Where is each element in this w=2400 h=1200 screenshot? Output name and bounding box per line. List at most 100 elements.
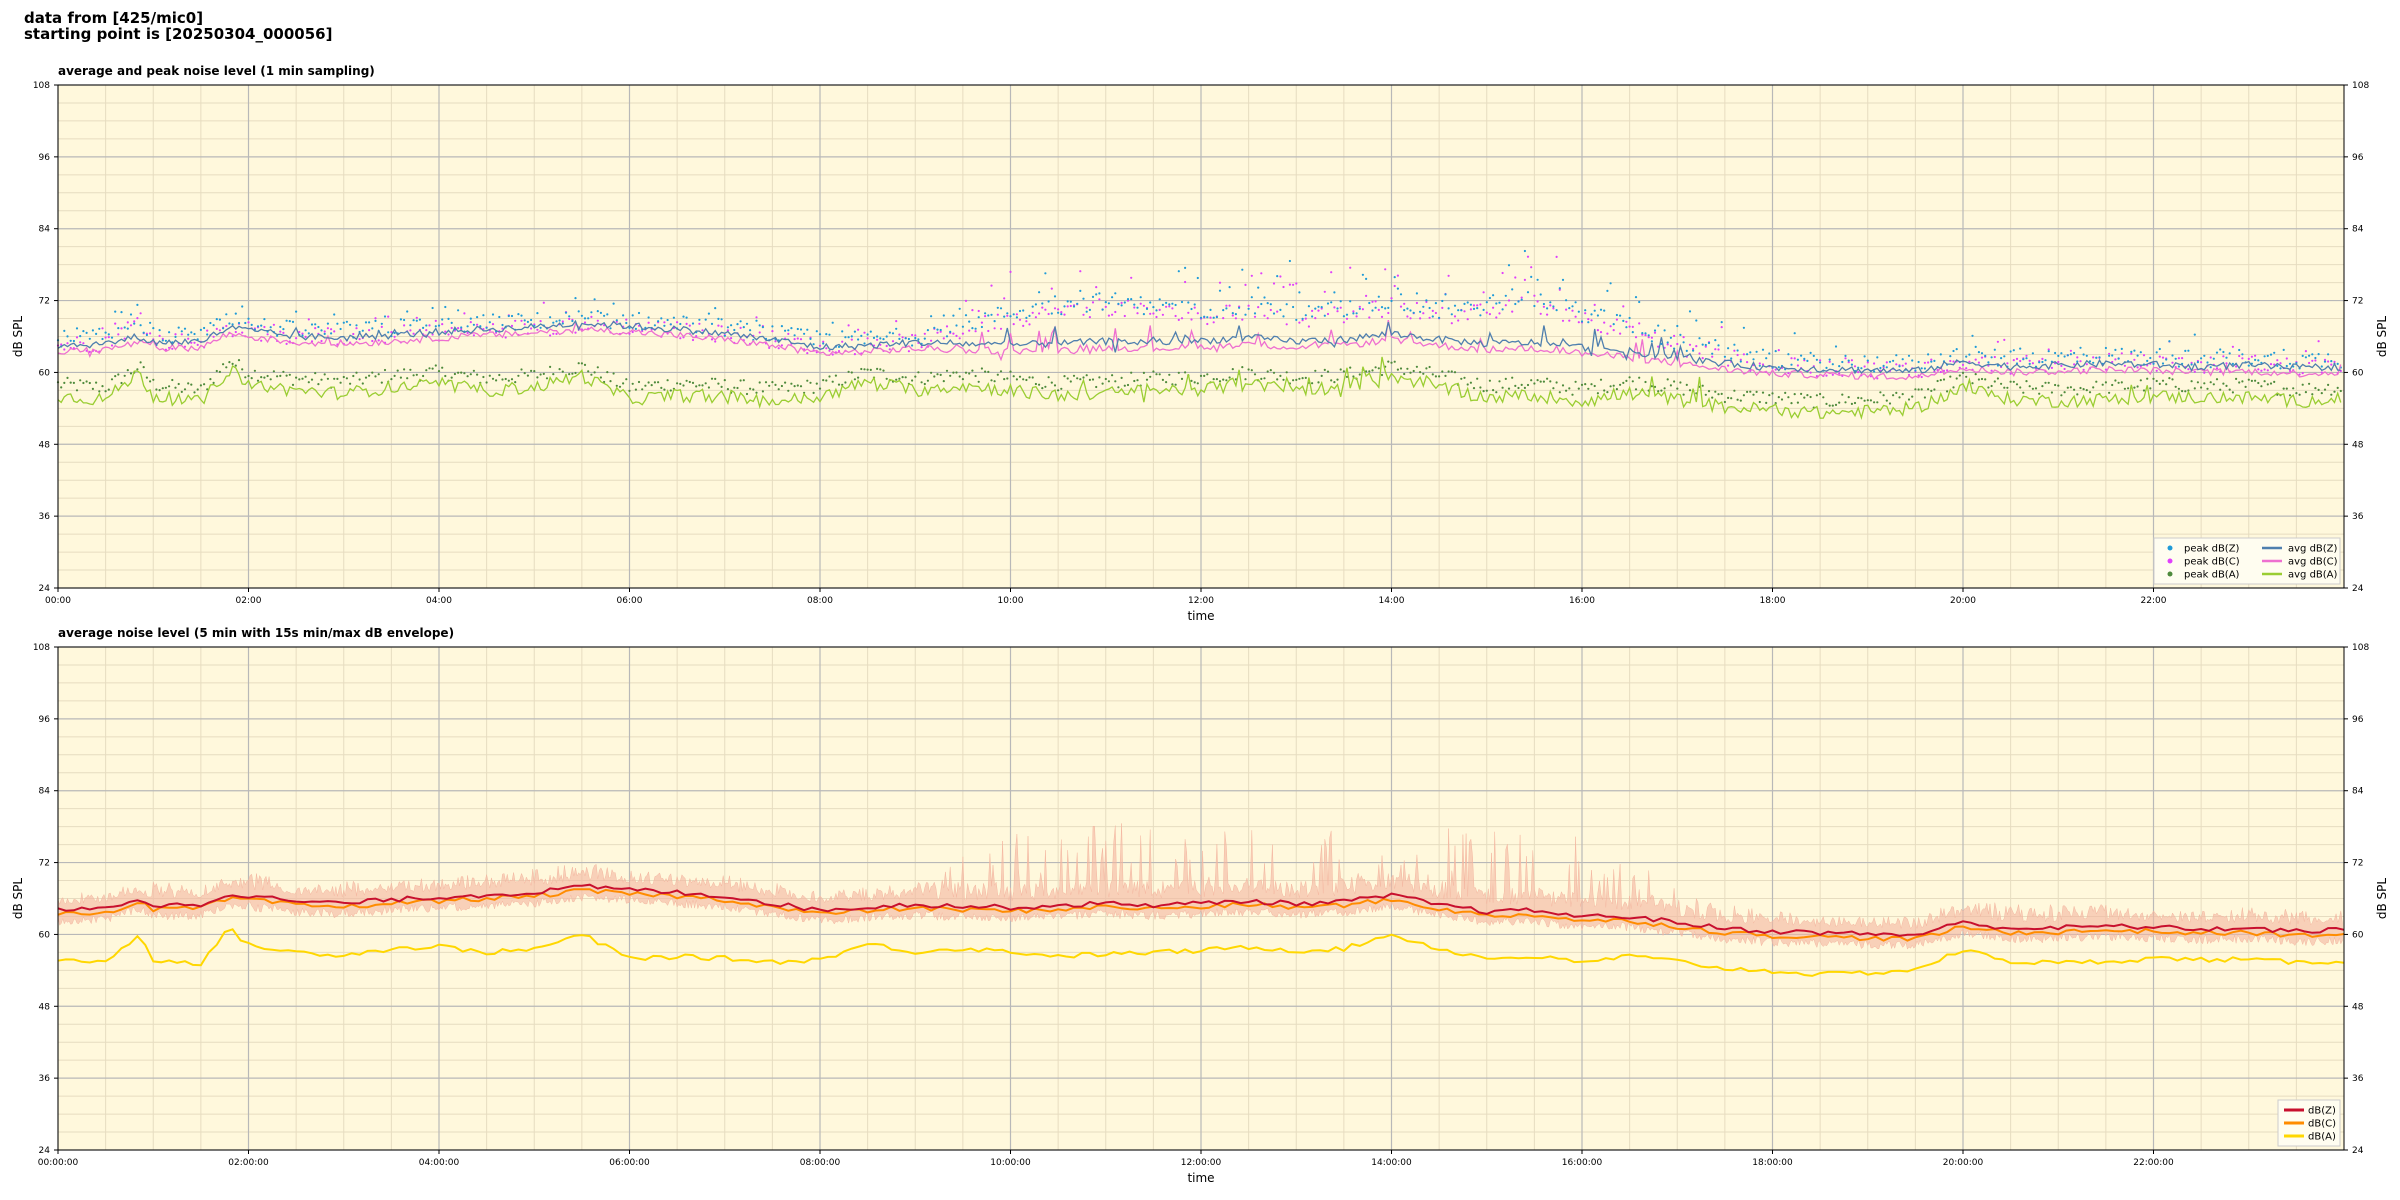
peak-point — [215, 369, 218, 373]
peak-point — [660, 317, 663, 320]
peak-point — [368, 321, 371, 324]
peak-point — [339, 327, 342, 331]
peak-point — [269, 378, 272, 381]
peak-point — [1580, 383, 1584, 386]
peak-point — [653, 324, 657, 327]
peak-point — [1819, 359, 1822, 362]
peak-point — [1777, 366, 1780, 369]
peak-point — [2139, 351, 2142, 354]
peak-point — [244, 376, 247, 379]
peak-point — [1507, 299, 1511, 302]
peak-point — [730, 337, 733, 340]
peak-point — [444, 374, 447, 378]
peak-point — [1184, 371, 1187, 374]
peak-point — [1774, 350, 1777, 353]
peak-point — [1263, 377, 1266, 380]
peak-point — [1431, 315, 1434, 318]
peak-point — [2193, 333, 2196, 336]
peak-point — [1193, 306, 1196, 309]
peak-point — [1885, 366, 1888, 369]
peak-point — [1336, 307, 1339, 310]
peak-point — [1015, 313, 1019, 316]
peak-point — [574, 371, 577, 375]
peak-point — [1841, 360, 1844, 364]
peak-point — [1247, 304, 1250, 307]
peak-point — [222, 327, 225, 330]
peak-point — [885, 344, 888, 348]
peak-point — [1393, 360, 1396, 363]
peak-point — [164, 386, 167, 389]
peak-point — [796, 337, 799, 340]
peak-point — [1377, 367, 1380, 370]
peak-point — [2187, 368, 2190, 371]
peak-point — [2260, 369, 2263, 372]
peak-point — [1828, 360, 1831, 363]
peak-point — [1927, 353, 1930, 356]
peak-point — [501, 327, 504, 330]
peak-point — [180, 333, 183, 336]
peak-point — [701, 384, 704, 387]
peak-point — [1917, 388, 1920, 391]
peak-point — [241, 305, 244, 308]
peak-point — [1590, 313, 1593, 316]
peak-point — [2320, 392, 2323, 395]
x-tick-label: 04:00 — [426, 596, 452, 606]
peak-point — [1711, 396, 1714, 399]
peak-point — [793, 385, 796, 388]
peak-point — [1272, 282, 1276, 285]
peak-point — [485, 326, 488, 329]
peak-point — [1984, 378, 1987, 381]
peak-point — [2041, 385, 2044, 388]
peak-point — [1876, 377, 1879, 380]
peak-point — [409, 324, 412, 327]
peak-point — [1390, 361, 1393, 364]
y-tick-label: 60 — [39, 368, 51, 378]
peak-point — [1425, 367, 1428, 370]
peak-point — [609, 327, 612, 330]
peak-point — [1206, 322, 1209, 326]
peak-point — [552, 332, 555, 335]
x-tick-label: 00:00:00 — [38, 1158, 79, 1168]
peak-point — [1193, 381, 1196, 384]
peak-point — [1231, 314, 1234, 317]
peak-point — [863, 342, 866, 345]
peak-point — [1819, 392, 1822, 396]
peak-point — [171, 378, 174, 382]
peak-point — [1234, 313, 1237, 316]
peak-point — [1190, 318, 1193, 321]
peak-point — [682, 315, 685, 318]
peak-point — [857, 328, 860, 331]
peak-point — [352, 332, 355, 336]
peak-point — [1949, 355, 1952, 358]
peak-point — [2174, 385, 2177, 388]
peak-point — [364, 321, 368, 324]
peak-point — [222, 363, 225, 366]
peak-point — [231, 335, 234, 338]
peak-point — [1447, 307, 1450, 310]
peak-point — [606, 371, 609, 374]
peak-point — [2260, 385, 2263, 388]
peak-point — [1565, 389, 1568, 392]
peak-point — [771, 330, 774, 333]
peak-point — [1657, 390, 1660, 393]
peak-point — [314, 327, 317, 330]
peak-point — [75, 389, 79, 392]
peak-point — [69, 381, 72, 384]
peak-point — [196, 343, 199, 346]
peak-point — [2050, 366, 2053, 369]
peak-point — [1374, 366, 1377, 369]
peak-point — [1095, 286, 1098, 289]
peak-point — [72, 381, 75, 384]
peak-point — [606, 313, 609, 316]
peak-point — [1634, 296, 1638, 299]
peak-point — [1098, 292, 1101, 295]
peak-point — [1180, 300, 1184, 304]
peak-point — [510, 324, 514, 327]
peak-point — [1755, 390, 1758, 393]
peak-point — [536, 376, 539, 379]
peak-point — [942, 380, 945, 383]
peak-point — [1472, 387, 1476, 390]
peak-point — [825, 347, 828, 350]
peak-point — [1504, 377, 1507, 380]
peak-point — [514, 381, 517, 384]
